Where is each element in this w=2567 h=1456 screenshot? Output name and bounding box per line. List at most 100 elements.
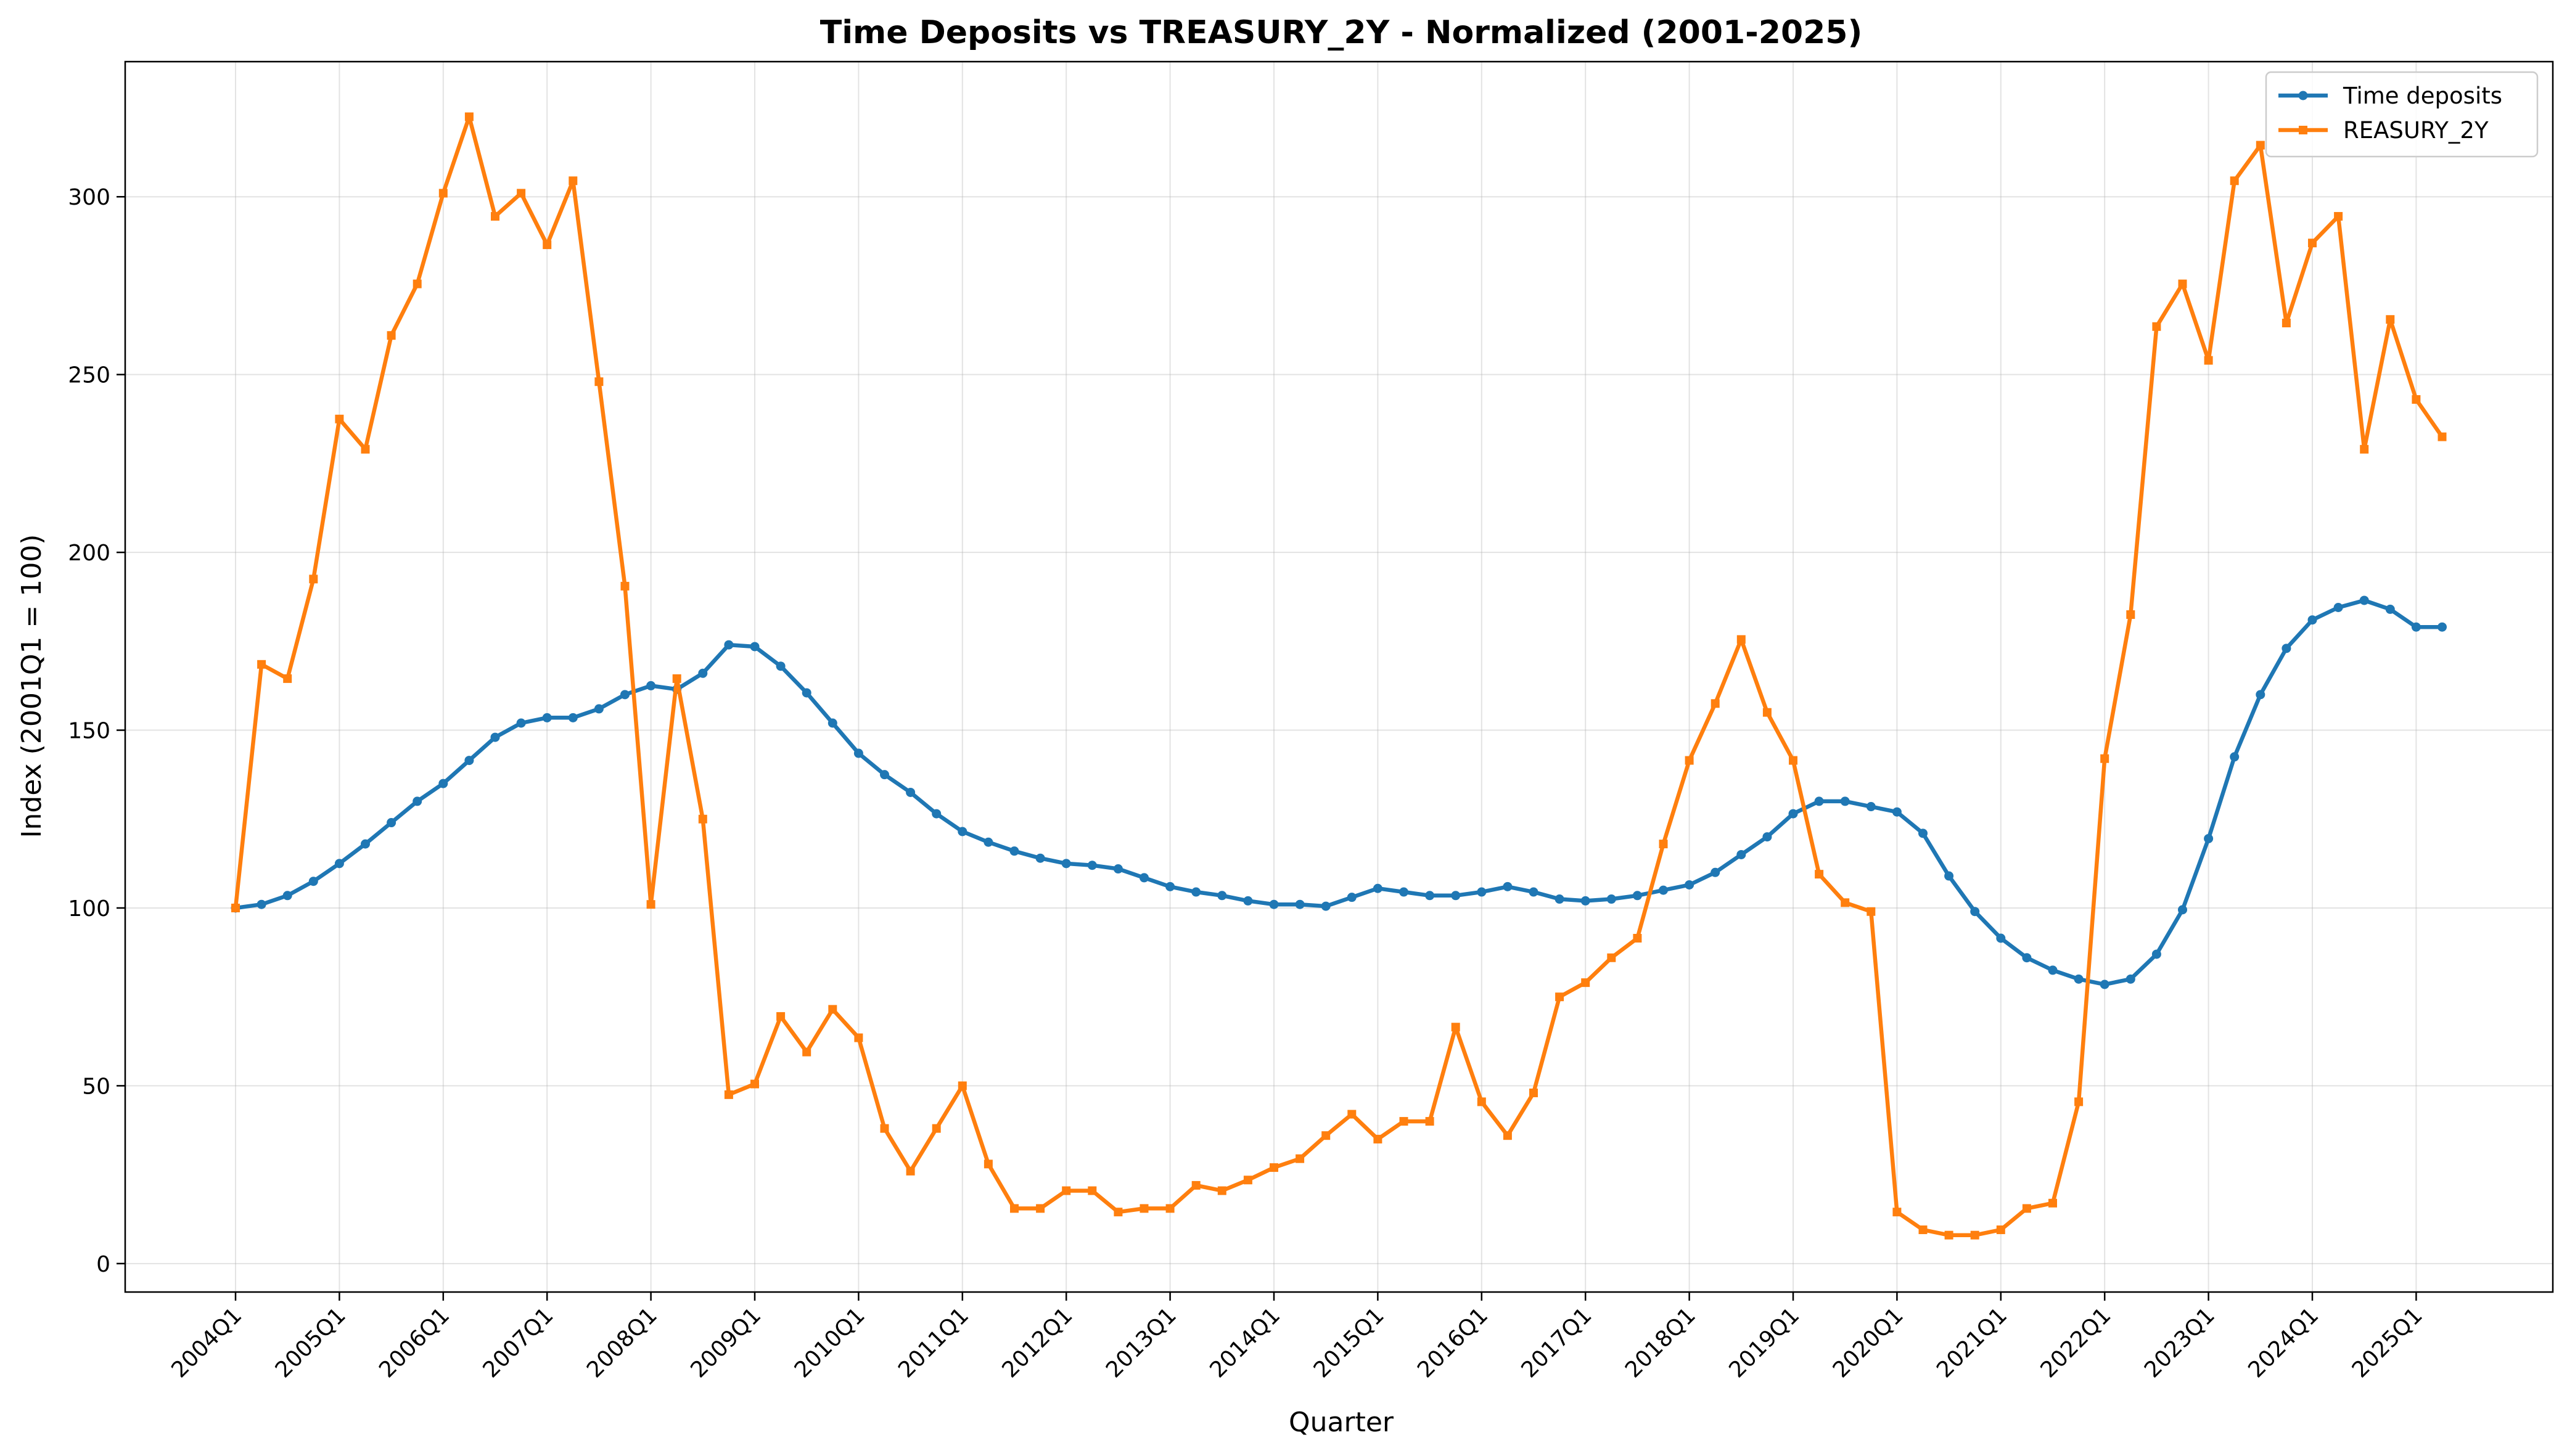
data-point (2438, 622, 2447, 632)
data-point (1113, 864, 1123, 874)
data-point (516, 718, 526, 728)
data-point (646, 900, 655, 909)
data-point (1010, 1204, 1019, 1213)
data-point (1659, 840, 1668, 849)
data-point (2256, 690, 2265, 700)
y-tick-label: 200 (68, 541, 110, 566)
data-point (1762, 708, 1772, 717)
data-point (2282, 319, 2291, 328)
data-point (828, 718, 837, 728)
data-point (1996, 1225, 2005, 1235)
data-point (1711, 699, 1720, 708)
data-point (2385, 604, 2395, 614)
data-point (1555, 894, 1564, 904)
data-point (1555, 992, 1564, 1002)
data-point (1035, 853, 1045, 863)
series-layer (231, 112, 2447, 1240)
data-point (413, 279, 422, 288)
data-point (1503, 881, 1513, 891)
data-point (1918, 828, 1928, 838)
data-point (932, 809, 942, 819)
legend-label: Time deposits (2343, 83, 2502, 109)
data-point (1425, 1117, 1434, 1126)
data-point (1347, 893, 1357, 902)
data-point (2282, 644, 2291, 653)
data-point (1243, 1176, 1252, 1185)
legend-box (2265, 71, 2539, 158)
data-point (1814, 796, 1824, 806)
data-point (1270, 1163, 1278, 1172)
data-point (1062, 1186, 1071, 1195)
data-point (2125, 974, 2135, 984)
legend: Time deposits REASURY_2Y (2265, 71, 2539, 158)
y-axis-label: Index (2001Q1 = 100) (16, 534, 47, 838)
y-tick-label: 250 (68, 363, 110, 388)
data-point (1036, 1204, 1045, 1213)
data-point (2074, 974, 2084, 984)
data-point (2048, 1198, 2057, 1208)
data-point (1061, 859, 1071, 869)
data-point (387, 818, 396, 828)
data-point (620, 581, 630, 591)
series-line (233, 115, 2444, 1237)
data-point (2151, 949, 2161, 959)
data-point (1373, 883, 1382, 893)
data-point (1736, 635, 1746, 644)
data-point (2359, 595, 2369, 605)
y-tick-label: 300 (68, 185, 110, 210)
data-point (1685, 880, 1694, 890)
data-point (1970, 907, 1980, 917)
data-point (828, 1005, 837, 1014)
data-point (413, 796, 422, 806)
data-point (646, 681, 656, 690)
data-point (1789, 756, 1797, 765)
data-point (1217, 1186, 1226, 1195)
data-point (308, 877, 318, 886)
data-point (1088, 1186, 1097, 1195)
data-point (2230, 752, 2240, 762)
data-point (2411, 622, 2421, 632)
data-point (1217, 891, 1227, 901)
data-point (438, 189, 448, 198)
series-time-deposits (231, 595, 2447, 989)
data-point (2100, 754, 2109, 763)
data-point (1451, 1023, 1460, 1032)
data-point (1165, 1204, 1175, 1213)
data-point (490, 732, 500, 742)
data-point (2308, 239, 2317, 248)
data-point (906, 787, 916, 797)
legend-label: REASURY_2Y (2343, 117, 2489, 144)
data-point (853, 748, 863, 758)
data-point (984, 837, 993, 847)
data-point (984, 1159, 993, 1169)
data-point (2204, 833, 2214, 843)
data-point (1191, 887, 1201, 897)
data-point (802, 1047, 811, 1057)
data-point (1269, 899, 1279, 909)
data-point (880, 770, 889, 780)
data-point (750, 642, 760, 652)
data-point (309, 575, 318, 584)
data-point (334, 859, 344, 869)
grid-lines (125, 62, 2553, 1292)
data-point (1892, 1208, 1902, 1217)
data-point (672, 674, 681, 683)
data-point (2022, 953, 2032, 963)
data-point (2126, 610, 2135, 620)
y-tick-label: 0 (96, 1252, 110, 1277)
data-point (1581, 978, 1590, 988)
data-point (1840, 796, 1850, 806)
data-point (776, 1012, 786, 1021)
data-point (568, 713, 578, 722)
data-point (1296, 1154, 1305, 1163)
data-point (1295, 899, 1305, 909)
data-point (958, 1081, 967, 1090)
data-point (906, 1166, 915, 1176)
data-point (594, 704, 604, 714)
data-point (2386, 315, 2395, 324)
data-point (1399, 887, 1408, 897)
data-point (2204, 356, 2213, 365)
data-point (2178, 279, 2187, 288)
chart-title: Time Deposits vs TREASURY_2Y - Normalize… (820, 14, 1863, 51)
